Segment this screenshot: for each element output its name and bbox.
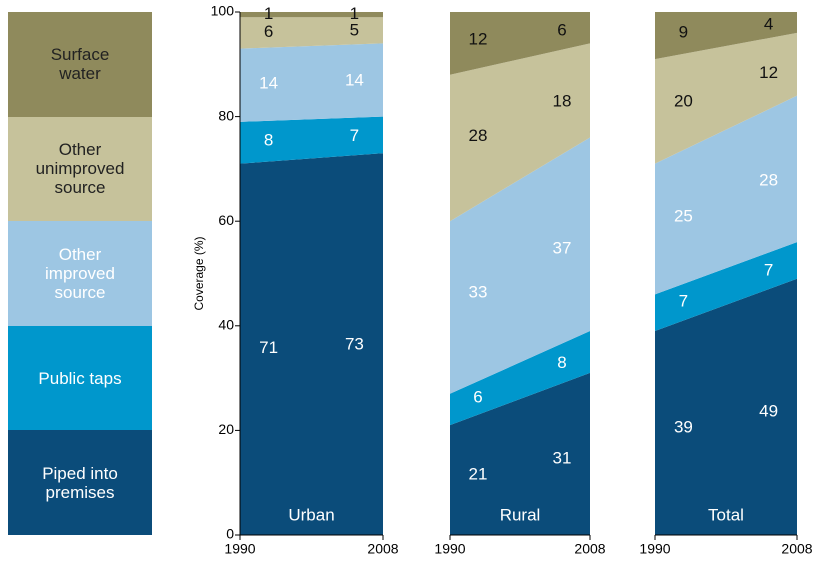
data-label: 28 bbox=[759, 170, 778, 189]
legend-item: Surface water bbox=[8, 12, 152, 117]
legend-label: Piped into premises bbox=[42, 463, 118, 502]
area bbox=[655, 242, 797, 332]
area bbox=[240, 17, 383, 49]
data-label: 25 bbox=[674, 207, 693, 226]
data-label: 1 bbox=[350, 4, 359, 23]
data-label: 12 bbox=[759, 63, 778, 82]
data-label: 6 bbox=[264, 22, 273, 41]
data-label: 14 bbox=[259, 74, 278, 93]
y-axis-label: Coverage (%) bbox=[192, 236, 206, 310]
data-label: 12 bbox=[469, 30, 488, 49]
data-label: 4 bbox=[764, 15, 773, 34]
data-label: 9 bbox=[679, 22, 688, 41]
y-tick-label: 80 bbox=[218, 107, 234, 123]
legend-item: Other improved source bbox=[8, 221, 152, 326]
data-label: 73 bbox=[345, 335, 364, 354]
data-label: 14 bbox=[345, 71, 364, 90]
data-label: 20 bbox=[674, 91, 693, 110]
data-label: 39 bbox=[674, 417, 693, 436]
data-label: 7 bbox=[350, 126, 359, 145]
x-tick-label: 1990 bbox=[434, 541, 465, 557]
panel-title: Rural bbox=[500, 505, 541, 524]
area bbox=[450, 331, 590, 426]
legend: Surface water Other unimproved source Othe… bbox=[8, 12, 152, 535]
area bbox=[655, 32, 797, 164]
x-tick-label: 1990 bbox=[224, 541, 255, 557]
legend-label: Other unimproved source bbox=[35, 140, 125, 198]
area bbox=[240, 12, 383, 18]
data-label: 6 bbox=[557, 20, 566, 39]
area bbox=[240, 43, 383, 122]
y-tick-label: 0 bbox=[226, 526, 234, 542]
panel-title: Urban bbox=[288, 505, 334, 524]
legend-item: Public taps bbox=[8, 325, 152, 431]
legend-label: Other improved source bbox=[45, 244, 115, 302]
y-tick-label: 100 bbox=[211, 3, 235, 19]
x-tick-label: 1990 bbox=[639, 541, 670, 557]
data-label: 21 bbox=[469, 464, 488, 483]
data-label: 8 bbox=[557, 353, 566, 372]
x-tick-label: 2008 bbox=[781, 541, 812, 557]
data-label: 37 bbox=[553, 238, 572, 257]
data-label: 71 bbox=[259, 338, 278, 357]
data-label: 8 bbox=[264, 131, 273, 150]
area bbox=[450, 137, 590, 394]
data-label: 28 bbox=[469, 126, 488, 145]
area bbox=[450, 43, 590, 222]
panel-title: Total bbox=[708, 505, 744, 524]
data-label: 7 bbox=[764, 260, 773, 279]
legend-label: Public taps bbox=[38, 368, 122, 388]
area bbox=[450, 372, 590, 535]
area bbox=[240, 116, 383, 164]
data-label: 49 bbox=[759, 402, 778, 421]
data-label: 33 bbox=[469, 282, 488, 301]
legend-label: Surface water bbox=[50, 45, 110, 84]
data-label: 5 bbox=[350, 20, 359, 39]
area bbox=[655, 12, 797, 60]
legend-item: Other unimproved source bbox=[8, 116, 152, 222]
legend-item: Piped into premises bbox=[8, 430, 152, 535]
y-tick-label: 60 bbox=[218, 212, 234, 228]
data-label: 18 bbox=[553, 91, 572, 110]
area bbox=[450, 12, 590, 75]
y-tick-label: 40 bbox=[218, 317, 234, 333]
area bbox=[240, 153, 383, 535]
data-label: 7 bbox=[679, 292, 688, 311]
x-tick-label: 2008 bbox=[574, 541, 605, 557]
y-tick-label: 20 bbox=[218, 421, 234, 437]
data-label: 1 bbox=[264, 4, 273, 23]
area bbox=[655, 95, 797, 295]
x-tick-label: 2008 bbox=[367, 541, 398, 557]
data-label: 31 bbox=[553, 449, 572, 468]
area bbox=[655, 278, 797, 535]
data-label: 6 bbox=[473, 387, 482, 406]
